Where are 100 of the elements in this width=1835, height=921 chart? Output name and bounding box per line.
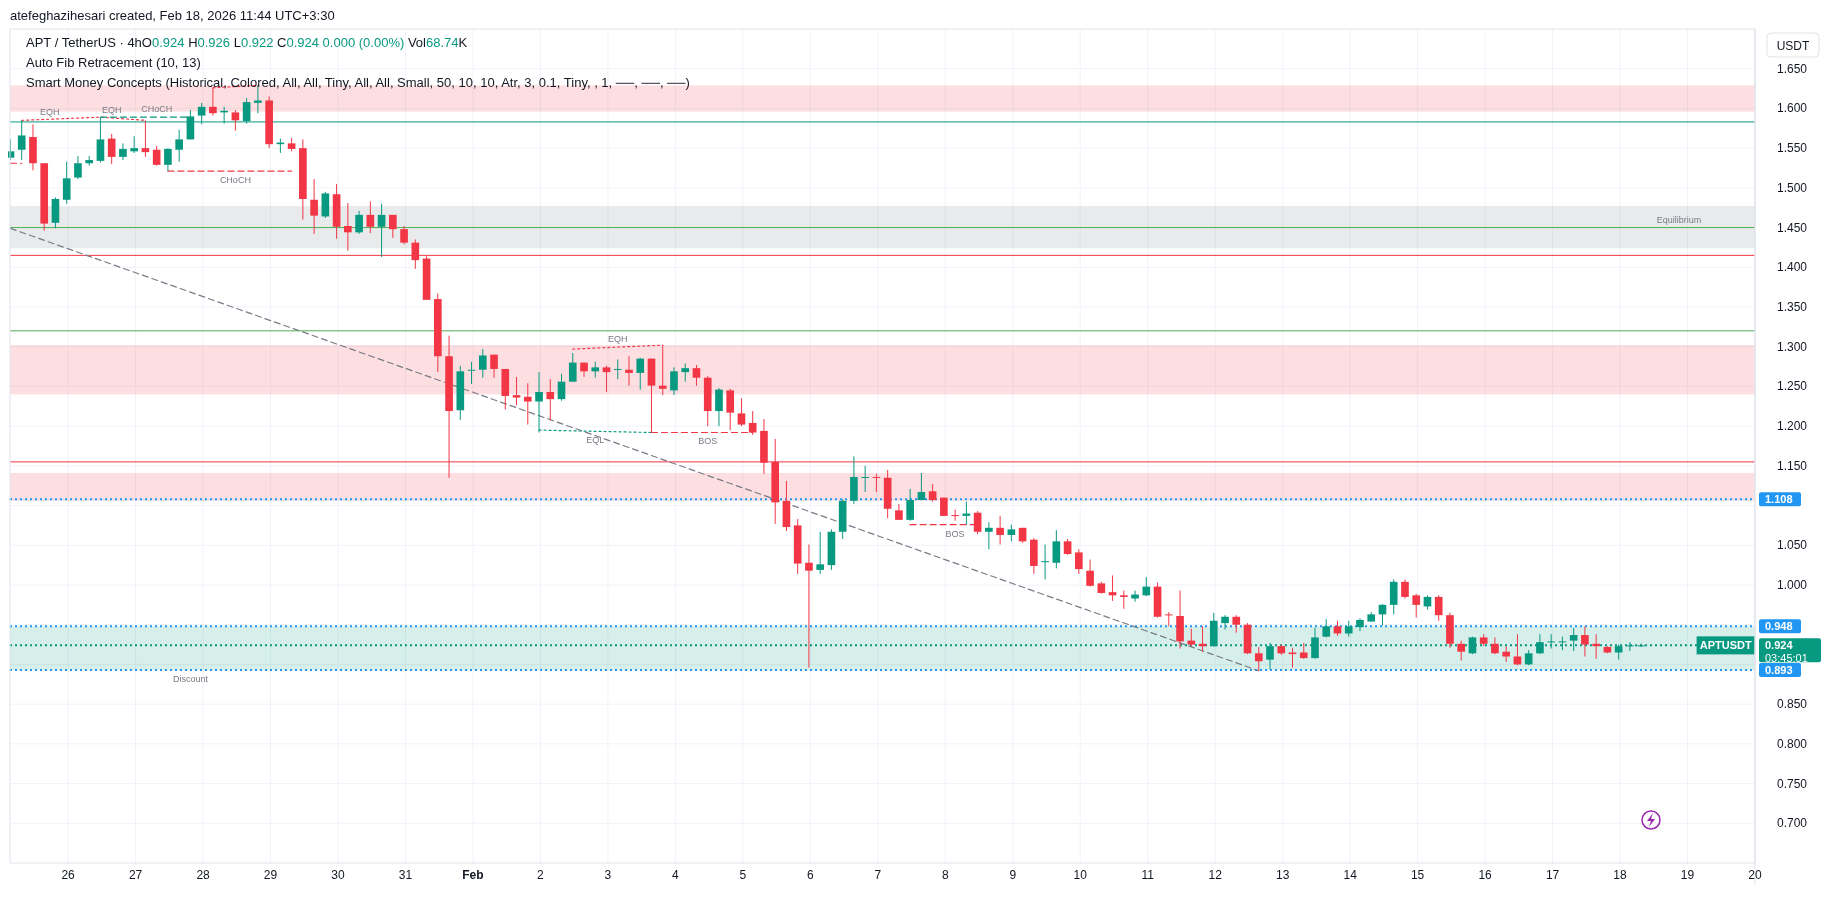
candlestick [861,465,869,493]
candlestick [715,387,723,427]
candlestick [1434,594,1443,622]
candlestick [996,515,1004,545]
y-tick-label: 1.450 [1777,220,1808,235]
candlestick [1491,636,1499,655]
candlestick [985,521,993,550]
y-tick-label: 0.800 [1777,736,1808,751]
candlestick [636,357,645,391]
annotation: 03:45:01 [1765,651,1808,664]
candlestick [400,225,408,245]
candlestick [1221,614,1229,630]
candlestick [355,210,363,235]
x-tick-label: 14 [1343,868,1358,882]
annotation: EQH [101,104,122,115]
candlestick [51,196,60,229]
y-tick-label: 1.000 [1777,578,1808,592]
candlestick [231,109,240,132]
x-tick-label: 31 [398,868,413,882]
x-tick-label: 13 [1275,868,1290,882]
annotation: BOS [945,528,965,539]
x-tick-label: 16 [1478,868,1493,882]
x-tick-label: 19 [1680,868,1695,882]
x-tick-label: 7 [874,868,882,882]
candlestick [1389,578,1398,615]
x-tick-label: 9 [1009,868,1017,882]
candlestick [692,364,701,387]
annotation: Discount [172,673,209,684]
annotation: Equilibrium [1656,214,1702,225]
candlestick [568,352,577,383]
x-tick-label: Feb [462,868,484,882]
y-tick-label: 1.200 [1777,419,1808,434]
candlestick [74,155,82,180]
candlestick [62,161,71,205]
candlestick [1581,625,1589,657]
text: O0.924 H0.926 L0.922 C0.924 0.000 (0.00%) Vol68.74K [141,35,468,50]
x-tick-label: 18 [1613,868,1628,882]
y-tick-label: 1.650 [1777,61,1808,76]
candlestick [816,531,824,575]
candlestick [681,362,690,383]
candlestick [625,355,633,387]
candlestick [1513,633,1522,666]
annotation: EQL [586,434,605,445]
x-tick-label: 4 [672,868,680,882]
y-tick-label: 1.300 [1777,339,1808,354]
candlestick [726,388,735,431]
text: atefeghazihesari created, Feb 18, 2026 11:44 UTC+3:30 [10,8,335,23]
candlestick [737,397,746,427]
candlestick [1356,617,1364,632]
candlestick [613,358,622,380]
candlestick [917,472,926,501]
x-tick-label: 3 [604,868,612,882]
candlestick [546,378,555,422]
annotation: EQH [607,333,628,344]
x-tick-label: 8 [941,868,949,882]
candlestick [951,509,959,522]
candlestick [1120,590,1128,610]
x-tick-label: 5 [739,868,747,882]
y-tick-label: 1.150 [1777,458,1808,473]
candlestick [164,147,172,172]
x-tick-label: 26 [61,868,76,882]
ref-line-label: 0.924 [1765,639,1794,652]
annotation: CHoCH [219,175,251,186]
y-tick-label: 0.750 [1777,776,1808,791]
y-tick-label: 1.050 [1777,538,1808,553]
y-tick-label: 1.400 [1777,260,1808,275]
x-tick-label: 30 [331,868,345,882]
annotation: BOS [698,436,718,447]
y-tick-label: 0.700 [1777,816,1808,831]
y-tick-label: 1.350 [1777,300,1808,314]
x-tick-label: 10 [1073,868,1088,882]
annotation: Smart Money Concepts (Historical, Colored, All, All, Tiny, All, All, Small, 50, 10, 10, Atr, 3, 0.1, Tiny, , 1, ──, ──, ──) [26,75,690,90]
candlestick [310,178,318,235]
candlestick [1401,578,1409,599]
candlestick [478,348,487,379]
x-tick-label: 12 [1208,868,1223,882]
candlestick [366,200,375,234]
y-tick-label: 1.550 [1777,141,1808,156]
candlestick [1164,611,1173,627]
candlestick [670,366,678,396]
candlestick [321,191,330,219]
candlestick [107,133,116,165]
candlestick [1412,593,1421,619]
x-tick-label: 20 [1748,868,1762,882]
candlestick [175,129,183,163]
candlestick [1131,590,1139,603]
candlestick [1457,640,1466,661]
y-axis-title: USDT [1776,39,1810,53]
x-tick-label: 29 [263,868,278,882]
x-tick-label: 15 [1410,868,1425,882]
x-tick-label: 28 [196,868,211,882]
candlestick [602,365,611,393]
y-tick-label: 1.500 [1777,180,1808,195]
annotation: Auto Fib Retracement (10, 13) [26,55,201,70]
candlestick [805,543,813,669]
ref-line-label: 1.108 [1765,493,1793,506]
candlestick [119,142,127,161]
candlestick [1142,576,1151,597]
annotation: CHoCH [141,104,173,115]
ref-line-label: 0.948 [1765,620,1793,633]
